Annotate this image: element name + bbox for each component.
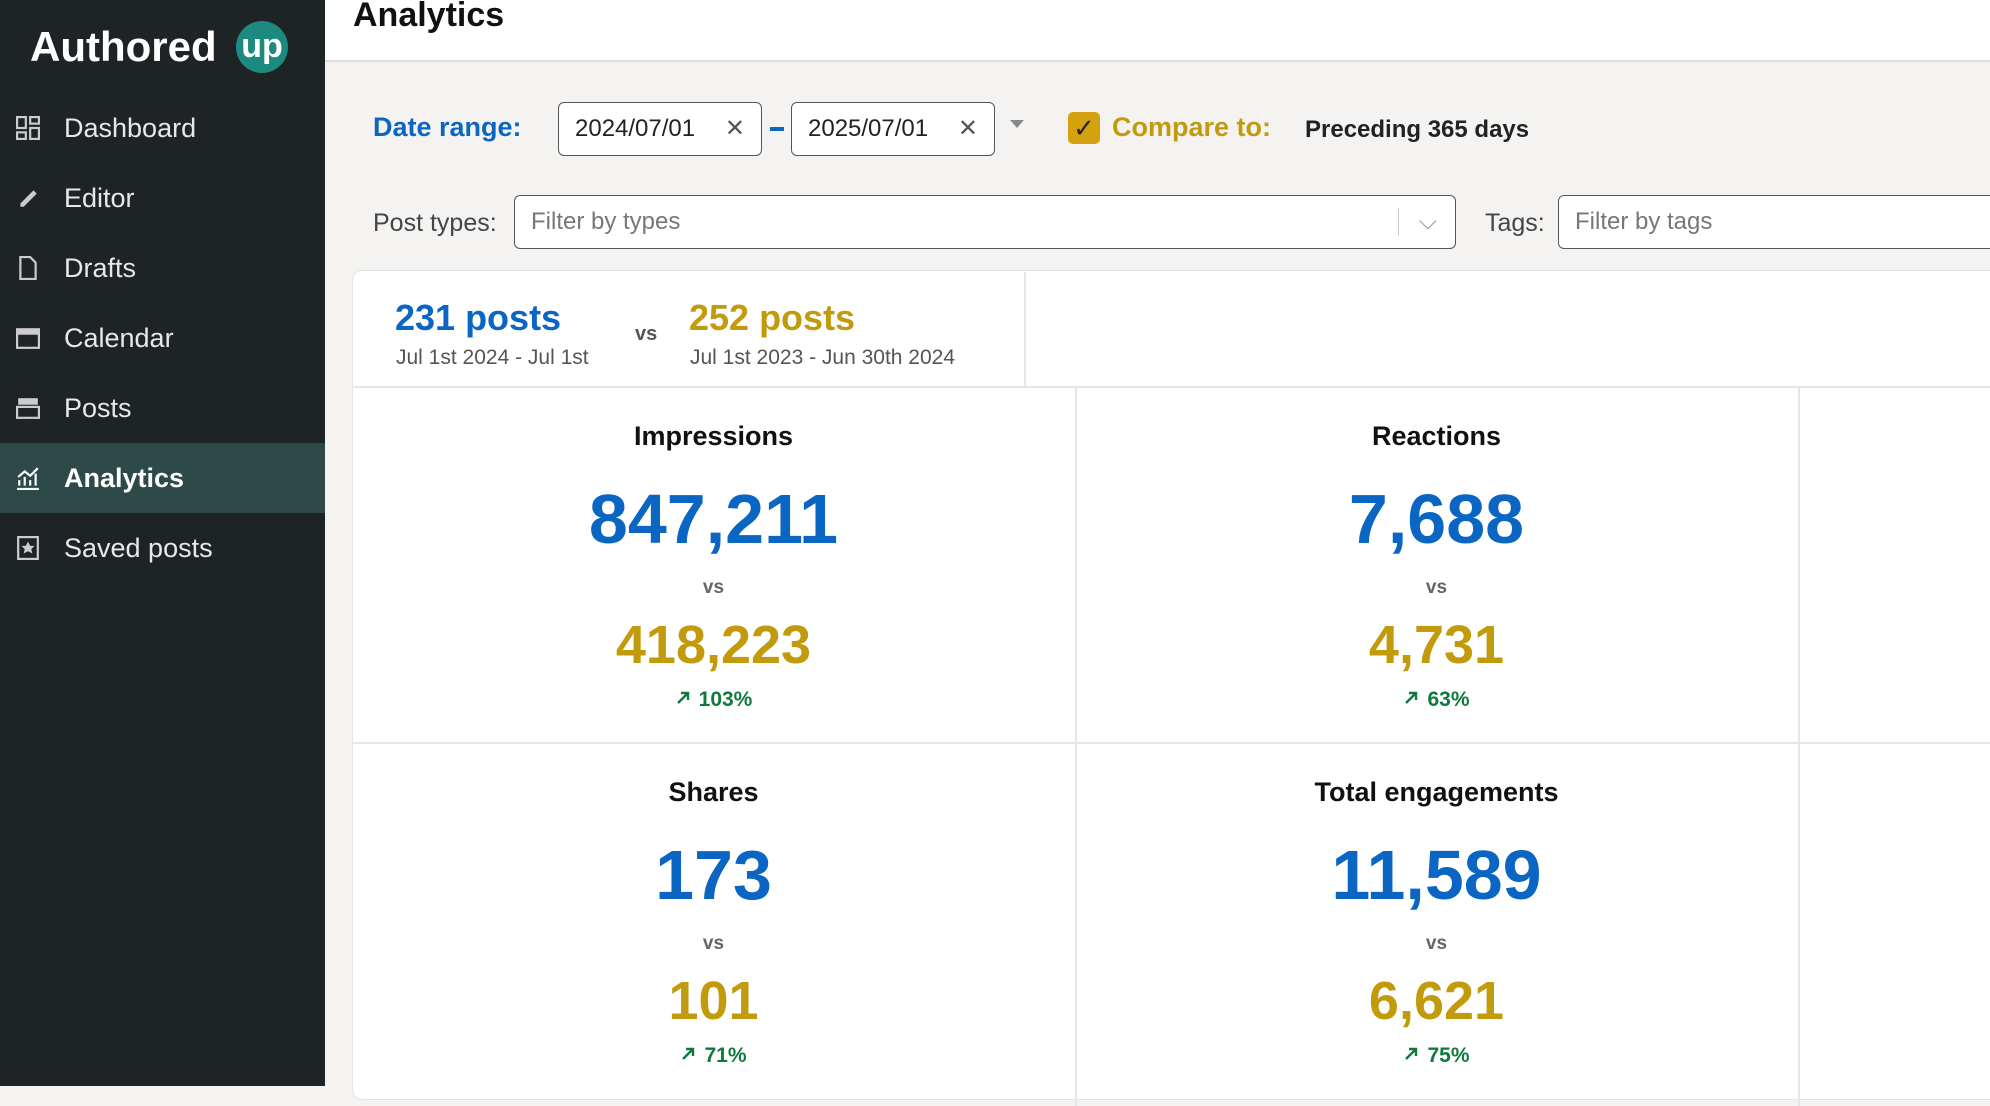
up-arrow xyxy=(1405,691,1418,704)
nav-icon xyxy=(16,328,40,349)
metric-value: 7,688 xyxy=(1348,480,1525,558)
metric-vs: vs xyxy=(702,577,725,598)
header xyxy=(325,0,1990,62)
metric-previous: 101 xyxy=(668,971,759,1031)
metric-previous: 418,223 xyxy=(615,615,812,675)
metric-title: Shares xyxy=(668,777,759,807)
nav-label: Posts xyxy=(64,393,132,423)
tags-label: Tags: xyxy=(1485,209,1545,237)
metric-vs: vs xyxy=(1425,933,1448,954)
nav-icon xyxy=(16,398,40,419)
metric-vs: vs xyxy=(1425,577,1448,598)
logo-badge: up xyxy=(236,21,288,73)
metric-vs: vs xyxy=(702,933,725,954)
date-range-label: Date range: xyxy=(373,112,522,142)
post-types-placeholder: Filter by types xyxy=(531,208,681,235)
nav-icon xyxy=(18,190,38,208)
metric-title: Reactions xyxy=(1371,421,1502,451)
nav-icon xyxy=(17,467,39,490)
end-date[interactable]: 2025/07/01 ✕ xyxy=(791,102,995,156)
metric-title: Impressions xyxy=(633,421,794,451)
divider xyxy=(1075,386,1077,1106)
divider xyxy=(352,386,1990,388)
range-dash xyxy=(770,127,784,131)
nav-label: Saved posts xyxy=(64,533,213,563)
start-date-text: 2024/07/01 xyxy=(575,115,696,142)
start-date[interactable]: 2024/07/01 ✕ xyxy=(558,102,762,156)
up-arrow xyxy=(1405,1047,1418,1060)
previous-posts: 252 posts xyxy=(689,297,856,338)
divider xyxy=(352,742,1990,744)
current-period: Jul 1st 2024 - Jul 1st xyxy=(396,346,589,369)
metric-previous: 6,621 xyxy=(1368,971,1505,1031)
nav-item[interactable]: Editor xyxy=(0,163,325,233)
nav-label: Analytics xyxy=(64,463,185,493)
metric-value: 11,589 xyxy=(1331,836,1542,914)
nav-label: Editor xyxy=(64,183,135,213)
metric-previous: 4,731 xyxy=(1368,615,1505,675)
previous-period: Jul 1st 2023 - Jun 30th 2024 xyxy=(690,346,956,369)
metric-change: 75% xyxy=(1075,1044,1798,1068)
analytics-card xyxy=(352,270,1990,1100)
post-types-label: Post types: xyxy=(373,209,497,237)
nav-icon xyxy=(17,536,39,560)
compare-label: Compare to: xyxy=(1112,112,1272,142)
change-text: 103% xyxy=(698,688,753,711)
divider xyxy=(1798,386,1800,1106)
nav-icon xyxy=(16,116,40,140)
current-posts: 231 posts xyxy=(395,297,562,338)
end-date-text: 2025/07/01 xyxy=(808,115,929,142)
nav-label: Drafts xyxy=(64,253,137,283)
sidebar: Authored up Dashboard Editor Drafts Calenda… xyxy=(0,0,325,1086)
post-types-select[interactable]: Filter by types ⌵ xyxy=(514,195,1456,249)
logo-text: Authored xyxy=(30,23,217,70)
change-text: 63% xyxy=(1427,688,1470,711)
up-arrow xyxy=(682,1047,695,1060)
nav-label: Calendar xyxy=(64,323,174,353)
nav-item[interactable]: Saved posts xyxy=(0,513,325,583)
compare-value[interactable]: Preceding 365 days xyxy=(1305,116,1530,143)
up-arrow xyxy=(676,691,689,704)
nav-item[interactable]: Calendar xyxy=(0,303,325,373)
nav-item[interactable]: Dashboard xyxy=(0,93,325,163)
tags-select[interactable]: Filter by tags xyxy=(1558,195,1990,249)
nav-icon xyxy=(19,256,37,280)
metric-change: 63% xyxy=(1075,688,1798,712)
divider xyxy=(1024,272,1026,386)
metric-change: 71% xyxy=(352,1044,1075,1068)
change-text: 71% xyxy=(704,1044,747,1067)
metric-change: 103% xyxy=(352,688,1075,712)
compare-checkbox[interactable]: ✓ xyxy=(1068,112,1100,144)
summary-vs: vs xyxy=(635,323,658,345)
nav-label: Dashboard xyxy=(64,113,197,143)
tags-placeholder: Filter by tags xyxy=(1575,208,1713,235)
page-title: Analytics xyxy=(353,0,505,34)
nav-item[interactable]: Drafts xyxy=(0,233,325,303)
metric-value: 847,211 xyxy=(588,480,839,558)
metric-value: 173 xyxy=(655,836,772,914)
metric-title: Total engagements xyxy=(1314,777,1559,807)
change-text: 75% xyxy=(1427,1044,1470,1067)
nav-item[interactable]: Analytics xyxy=(0,443,325,513)
nav-item[interactable]: Posts xyxy=(0,373,325,443)
dropdown-caret[interactable] xyxy=(1010,120,1024,135)
